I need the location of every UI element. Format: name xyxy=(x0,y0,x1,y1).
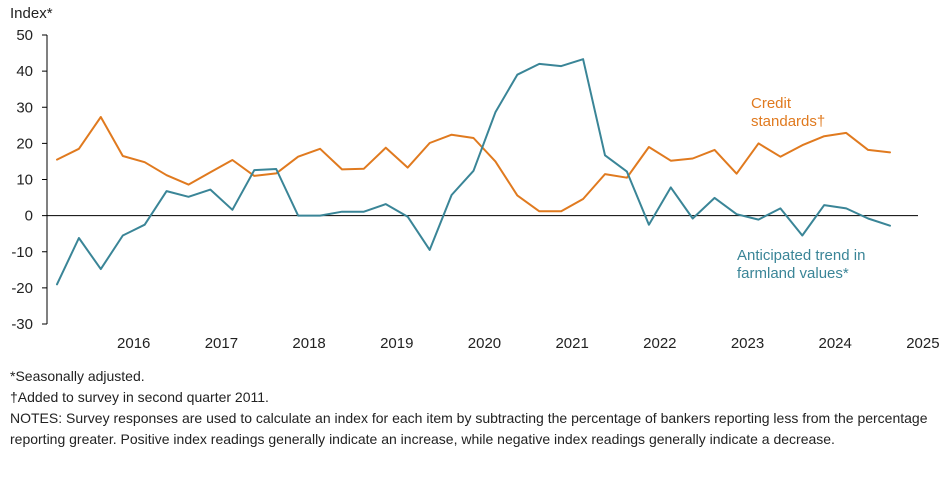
x-tick-label: 2019 xyxy=(380,335,413,352)
axes xyxy=(42,34,918,325)
x-tick-labels: 2016 2017 2018 2019 2020 2021 2022 2023 2024 2025 xyxy=(117,335,940,352)
x-tick-label: 2022 xyxy=(643,335,676,352)
x-tick-label: 2025 xyxy=(906,335,939,352)
footnote-notes: NOTES: Survey responses are used to calc… xyxy=(10,410,928,447)
y-tick-label: 40 xyxy=(16,63,33,80)
footnotes: *Seasonally adjusted. †Added to survey i… xyxy=(10,366,935,450)
farmland-values-line xyxy=(56,58,891,286)
line-chart: Index* -30 -20 -10 0 10 20 30 40 50 2016 2017 2018… xyxy=(10,5,940,352)
y-axis-label: Index* xyxy=(10,5,53,22)
credit-standards-label: standards† xyxy=(751,113,825,130)
x-tick-label: 2021 xyxy=(555,335,588,352)
x-tick-label: 2023 xyxy=(731,335,764,352)
credit-standards-line xyxy=(56,116,891,213)
y-tick-label: -20 xyxy=(11,280,33,297)
y-tick-label: 50 xyxy=(16,27,33,44)
footnote-seasonal: *Seasonally adjusted. xyxy=(10,368,145,384)
x-tick-label: 2018 xyxy=(292,335,325,352)
farmland-values-label: farmland values* xyxy=(737,265,849,282)
y-tick-labels: -30 -20 -10 0 10 20 30 40 50 xyxy=(11,27,33,333)
y-tick-label: -10 xyxy=(11,244,33,261)
y-tick-label: 20 xyxy=(16,135,33,152)
credit-standards-label: Credit xyxy=(751,95,792,112)
x-tick-label: 2020 xyxy=(468,335,501,352)
y-tick-label: 0 xyxy=(25,208,33,225)
series-lines xyxy=(56,58,891,286)
y-tick-label: 30 xyxy=(16,99,33,116)
farmland-values-label: Anticipated trend in xyxy=(737,247,865,264)
x-tick-label: 2017 xyxy=(205,335,238,352)
y-tick-label: -30 xyxy=(11,316,33,333)
x-tick-label: 2024 xyxy=(819,335,852,352)
x-tick-label: 2016 xyxy=(117,335,150,352)
footnote-added: †Added to survey in second quarter 2011. xyxy=(10,389,269,405)
y-tick-label: 10 xyxy=(16,172,33,189)
